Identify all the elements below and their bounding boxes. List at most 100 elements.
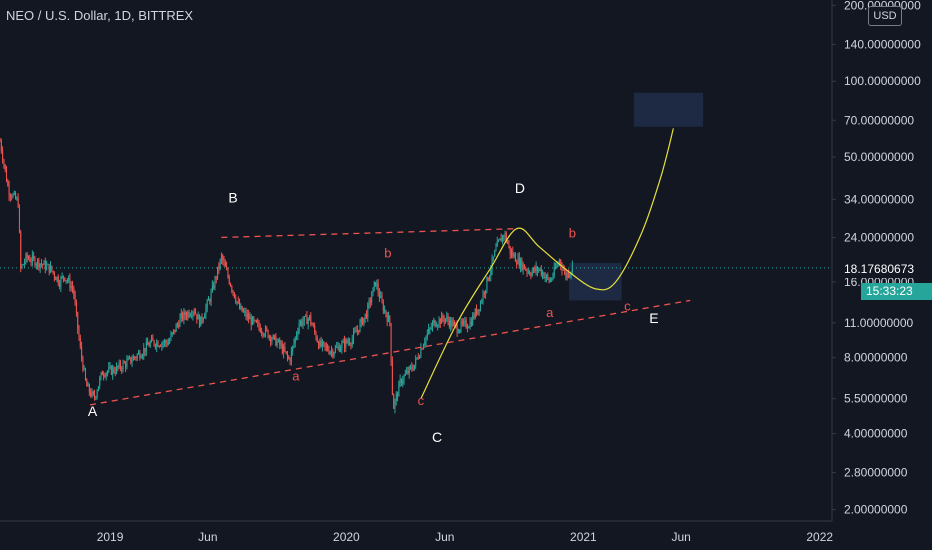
candle-body <box>511 251 513 255</box>
candle-body <box>262 332 264 335</box>
candle-body <box>233 292 235 298</box>
y-tick-label: 5.50000000 <box>844 392 908 406</box>
candle-body <box>157 342 159 347</box>
candle-body <box>100 372 102 379</box>
candle-body <box>381 295 383 303</box>
candle-body <box>99 378 101 387</box>
candle-body <box>398 382 400 397</box>
candle-body <box>457 332 459 334</box>
candle-body <box>287 352 289 357</box>
wave-label: B <box>228 190 237 206</box>
candle-body <box>214 277 216 289</box>
candle-body <box>255 320 257 323</box>
candle-body <box>450 319 452 327</box>
x-tick-label: Jun <box>198 530 217 544</box>
candle-body <box>456 324 458 333</box>
candle-body <box>527 271 529 273</box>
candle-body <box>113 367 115 372</box>
candle-body <box>482 292 484 301</box>
candle-body <box>280 344 282 346</box>
candle-body <box>70 285 72 288</box>
candle-body <box>64 277 66 281</box>
candle-body <box>429 328 431 330</box>
candle-body <box>373 282 375 288</box>
candle-body <box>281 344 283 354</box>
candle-body <box>4 164 6 170</box>
candle-body <box>275 335 277 346</box>
candle-body <box>327 346 329 351</box>
candle-body <box>376 283 378 286</box>
candle-body <box>25 254 27 263</box>
candle-body <box>125 362 127 367</box>
dashed-trendline <box>89 299 691 406</box>
candle-body <box>439 318 441 324</box>
candle-body <box>404 373 406 376</box>
candle-body <box>397 394 399 397</box>
candle-body <box>196 314 198 320</box>
candle-body <box>274 335 276 337</box>
candle-body <box>135 357 137 359</box>
candle-body <box>369 300 371 303</box>
candle-body <box>141 355 143 358</box>
candle-body <box>108 367 110 372</box>
candle-body <box>87 384 89 387</box>
candle-body <box>557 263 559 265</box>
candle-body <box>140 357 142 359</box>
candle-body <box>228 276 230 284</box>
candle-body <box>186 315 188 318</box>
candle-body <box>442 315 444 320</box>
candle-body <box>0 140 2 151</box>
candle-body <box>389 315 391 324</box>
candle-body <box>321 341 323 346</box>
candle-body <box>136 354 138 358</box>
candle-body <box>191 315 193 317</box>
candle-body <box>193 311 195 313</box>
candle-body <box>320 340 322 346</box>
candle-body <box>499 238 501 241</box>
candle-body <box>306 315 308 325</box>
candle-body <box>245 311 247 317</box>
candle-body <box>538 269 540 271</box>
candle-body <box>325 345 327 347</box>
candle-body <box>204 315 206 319</box>
candle-body <box>334 347 336 353</box>
candle-body <box>438 318 440 326</box>
candle-body <box>294 337 296 343</box>
candle-body <box>504 233 506 237</box>
candle-body <box>235 297 237 303</box>
candle-body <box>91 391 93 396</box>
candle-body <box>518 257 520 268</box>
candle-body <box>558 259 560 264</box>
candle-body <box>412 369 414 371</box>
x-tick-label: 2020 <box>333 530 360 544</box>
x-tick-label: Jun <box>671 530 690 544</box>
wave-label: c <box>418 393 425 408</box>
y-axis[interactable]: 200.00000000140.00000000100.0000000070.0… <box>832 0 921 516</box>
candle-body <box>312 325 314 327</box>
candle-body <box>490 270 492 277</box>
wave-label: C <box>432 429 442 445</box>
candle-body <box>122 362 124 370</box>
candle-body <box>230 283 232 287</box>
candle-body <box>514 254 516 262</box>
candle-body <box>239 301 241 309</box>
candle-body <box>368 300 370 305</box>
candle-body <box>22 264 24 266</box>
candle-body <box>382 302 384 312</box>
candle-body <box>561 265 563 271</box>
candle-body <box>551 278 553 281</box>
candle-body <box>73 288 75 296</box>
candle-body <box>166 342 168 345</box>
candle-body <box>546 275 548 277</box>
x-axis[interactable]: 2019 Jun 2020 Jun 2021 Jun 2022 <box>97 530 834 544</box>
candle-body <box>410 366 412 368</box>
candle-body <box>162 342 164 344</box>
candle-body <box>248 314 250 320</box>
candle-body <box>211 285 213 292</box>
currency-button[interactable]: USD <box>868 6 902 26</box>
candle-body <box>432 323 434 328</box>
candle-body <box>47 264 49 266</box>
y-tick-label: 11.00000000 <box>844 316 914 330</box>
candle-body <box>271 338 273 342</box>
